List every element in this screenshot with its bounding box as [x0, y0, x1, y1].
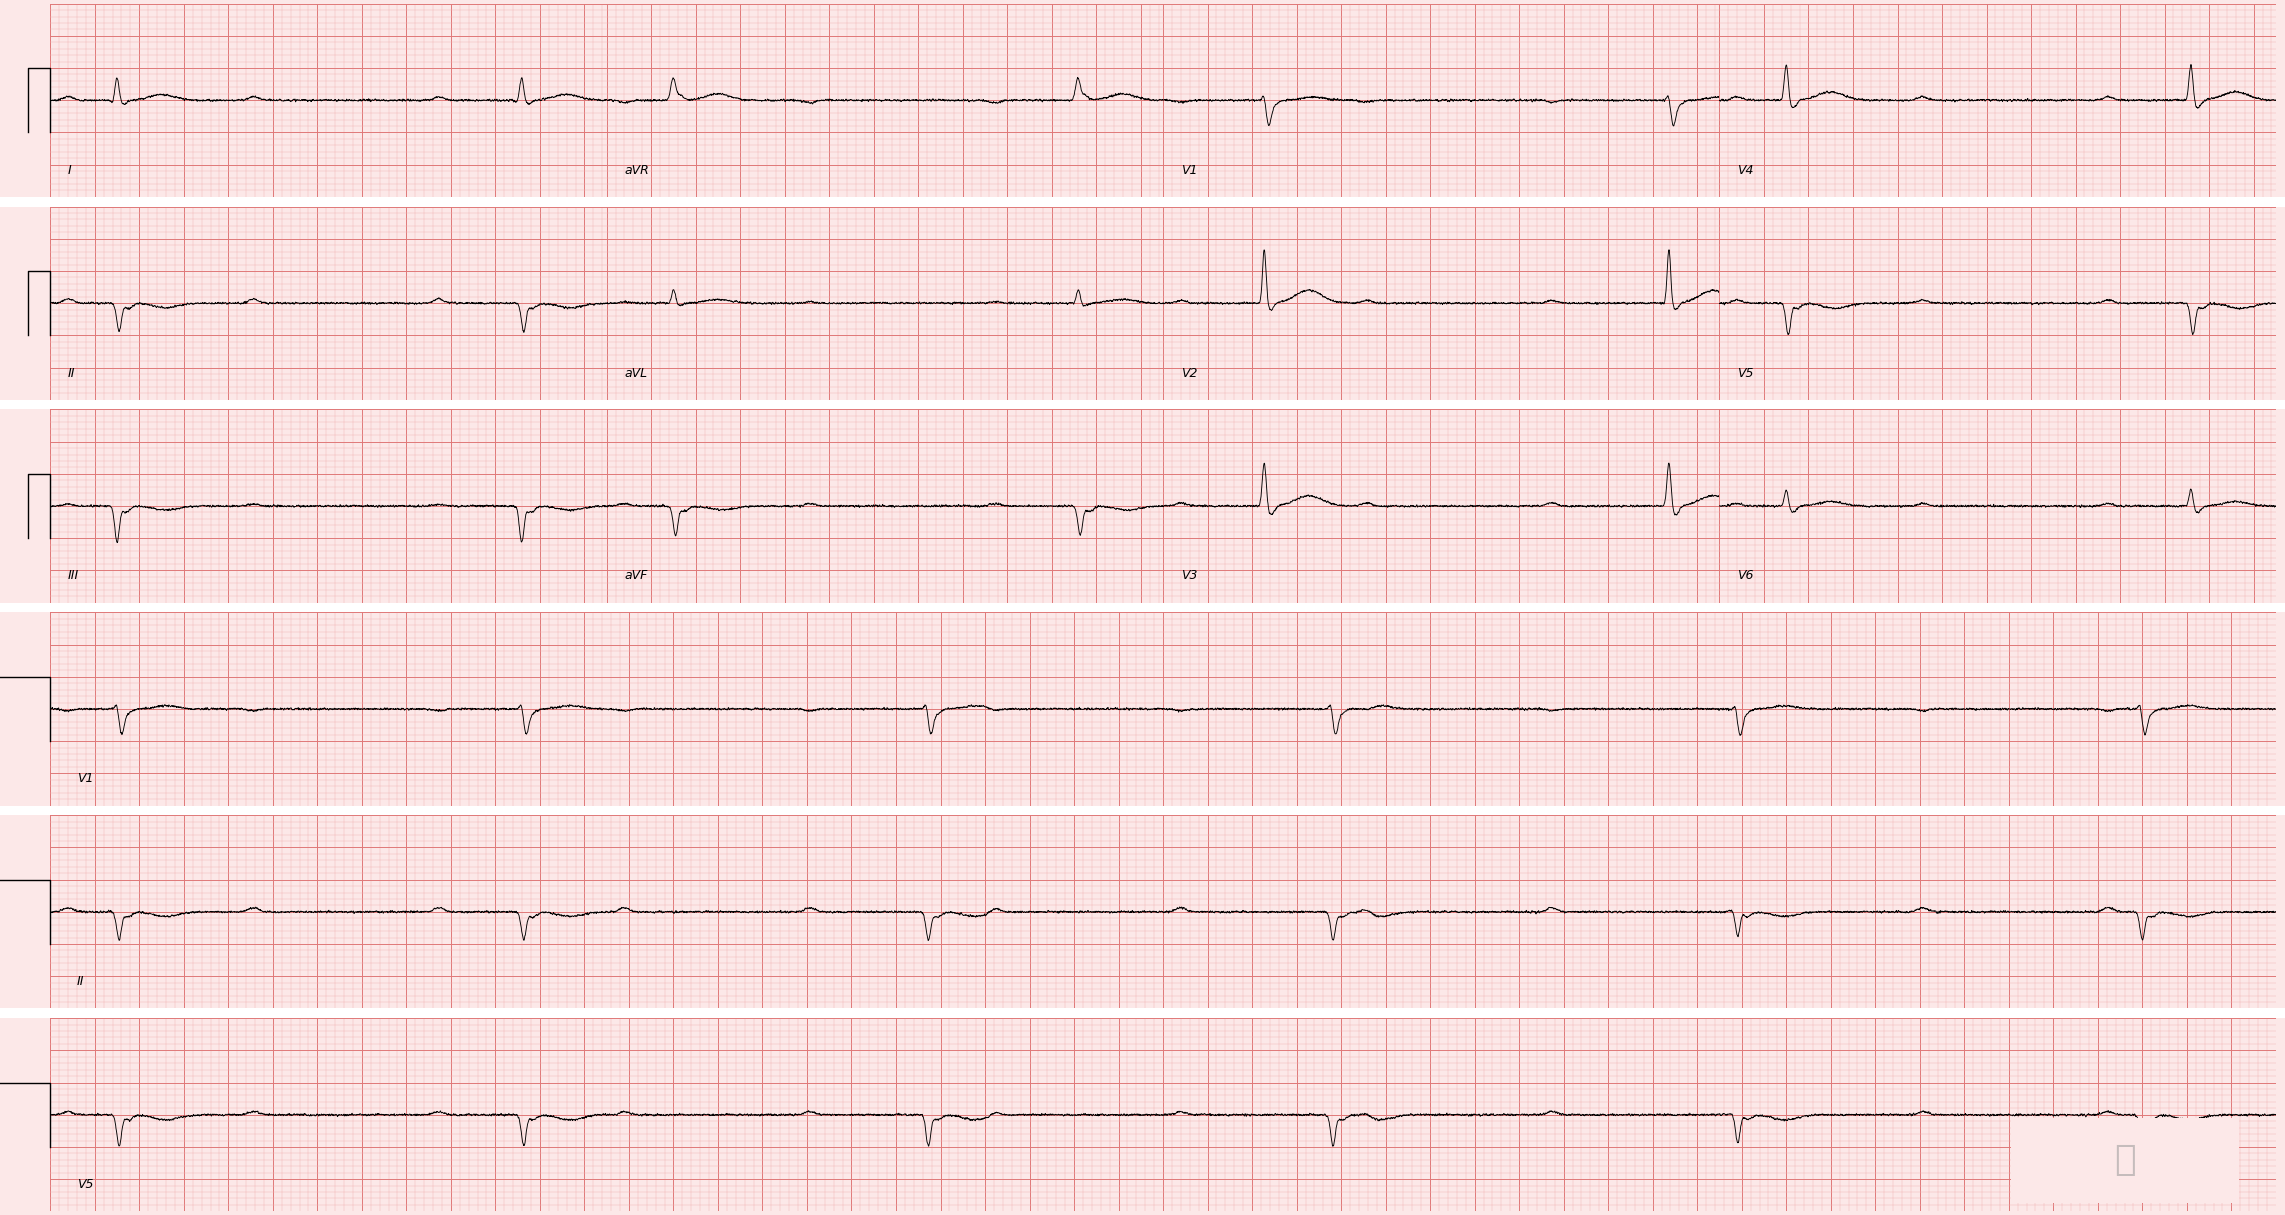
- Text: II: II: [69, 367, 75, 379]
- Text: II: II: [78, 976, 85, 988]
- Text: V5: V5: [1737, 367, 1755, 379]
- Text: aVR: aVR: [624, 164, 649, 176]
- Text: V1: V1: [1181, 164, 1197, 176]
- Text: V6: V6: [1737, 570, 1755, 582]
- Text: III: III: [69, 570, 80, 582]
- Text: V2: V2: [1181, 367, 1197, 379]
- Text: aVL: aVL: [624, 367, 647, 379]
- Text: V5: V5: [78, 1179, 94, 1191]
- Text: I: I: [69, 164, 71, 176]
- Text: V1: V1: [78, 773, 94, 785]
- Text: aVF: aVF: [624, 570, 649, 582]
- Text: V4: V4: [1737, 164, 1755, 176]
- Text: 🐂: 🐂: [2114, 1143, 2136, 1177]
- Text: V3: V3: [1181, 570, 1197, 582]
